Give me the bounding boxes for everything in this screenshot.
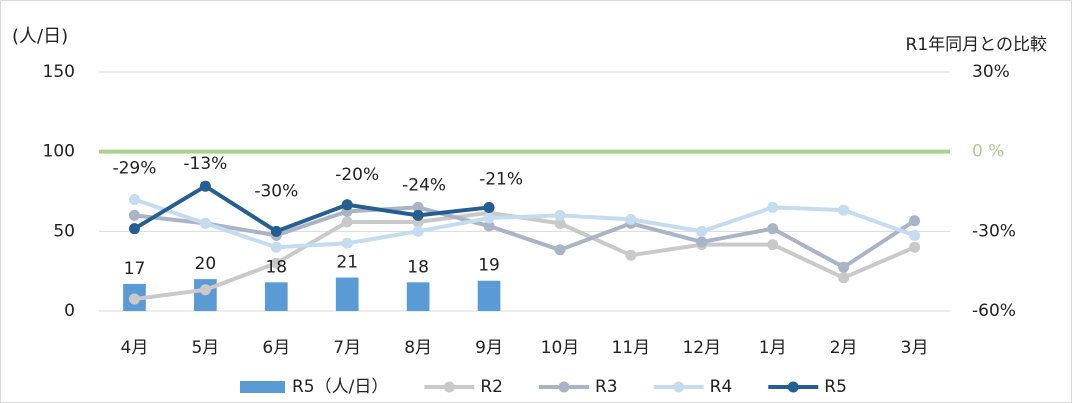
bar [264, 282, 288, 311]
data-label: 20 [195, 254, 217, 274]
legend-label: R3 [595, 377, 618, 397]
line-marker [554, 217, 566, 229]
legend-label: R2 [480, 377, 503, 397]
line-marker [412, 209, 424, 221]
line-marker [554, 209, 566, 221]
data-label: -24% [402, 175, 446, 195]
line-marker [696, 236, 708, 248]
x-tick-label: 5月 [191, 338, 219, 358]
legend-label: R5 [824, 377, 847, 397]
x-tick-label: 1月 [759, 338, 787, 358]
legend-marker [673, 381, 685, 393]
y-tick-label: 150 [43, 62, 75, 82]
line-marker [199, 284, 211, 296]
line-marker [767, 223, 779, 235]
y-axis-title: (人/日) [12, 26, 68, 47]
line-marker [696, 225, 708, 237]
line-marker [199, 217, 211, 229]
x-tick-label: 10月 [541, 338, 580, 358]
x-tick-label: 3月 [901, 338, 929, 358]
line-marker [483, 201, 495, 213]
data-label: 18 [407, 257, 429, 277]
line-marker [128, 223, 140, 235]
data-label: -29% [112, 159, 156, 179]
line-marker [128, 209, 140, 221]
line [133, 197, 916, 250]
line-marker [909, 241, 921, 253]
legend-swatch [240, 381, 285, 393]
data-label: 17 [124, 259, 146, 279]
line [133, 184, 490, 234]
line-marker [412, 225, 424, 237]
line-marker [341, 237, 353, 249]
data-label: -21% [479, 169, 523, 189]
data-label: -30% [254, 181, 298, 201]
line-marker [128, 293, 140, 305]
line-marker [483, 220, 495, 232]
line-marker [554, 244, 566, 256]
y2-tick-label: -60% [972, 301, 1016, 321]
line-marker [412, 201, 424, 213]
line-marker [625, 249, 637, 261]
line-marker [625, 213, 637, 225]
x-tick-label: 12月 [682, 338, 721, 358]
line-marker [341, 216, 353, 228]
y2-axis-title: R1年同月との比較 [906, 35, 1047, 55]
data-label: -13% [183, 154, 227, 174]
legend-label: R5（人/日） [292, 377, 388, 397]
y-tick-label: 50 [53, 221, 75, 241]
line-marker [838, 261, 850, 273]
bar [406, 282, 430, 311]
line-marker [270, 257, 282, 269]
line-marker [838, 272, 850, 284]
data-label: 19 [478, 256, 500, 276]
data-label: 18 [265, 257, 287, 277]
data-label: -20% [335, 165, 379, 185]
x-tick-label: 9月 [475, 338, 503, 358]
line-marker [199, 180, 211, 192]
x-tick-label: 2月 [830, 338, 858, 358]
line-marker [767, 201, 779, 213]
x-tick-label: 4月 [121, 338, 149, 358]
line-marker [909, 215, 921, 227]
line-marker [341, 199, 353, 211]
line-marker [270, 241, 282, 253]
y2-tick-label: -30% [972, 221, 1016, 241]
legend-marker [787, 381, 799, 393]
x-tick-label: 8月 [404, 338, 432, 358]
y2-tick-label: 0 % [972, 142, 1004, 162]
x-tick-label: 7月 [333, 338, 361, 358]
y2-tick-label: 30% [972, 62, 1010, 82]
bar [335, 277, 359, 311]
x-tick-label: 6月 [262, 338, 290, 358]
line-marker [767, 239, 779, 251]
line-marker [909, 229, 921, 241]
data-label: 21 [336, 253, 358, 273]
x-tick-label: 11月 [612, 338, 651, 358]
line [134, 205, 916, 270]
line-marker [838, 204, 850, 216]
y-tick-label: 0 [64, 301, 75, 321]
legend-marker [443, 381, 455, 393]
legend-marker [558, 381, 570, 393]
bar [477, 280, 501, 311]
line-marker [270, 225, 282, 237]
line-marker [483, 212, 495, 224]
legend-label: R4 [710, 377, 733, 397]
y-tick-label: 100 [43, 142, 75, 162]
line-marker [128, 193, 140, 205]
